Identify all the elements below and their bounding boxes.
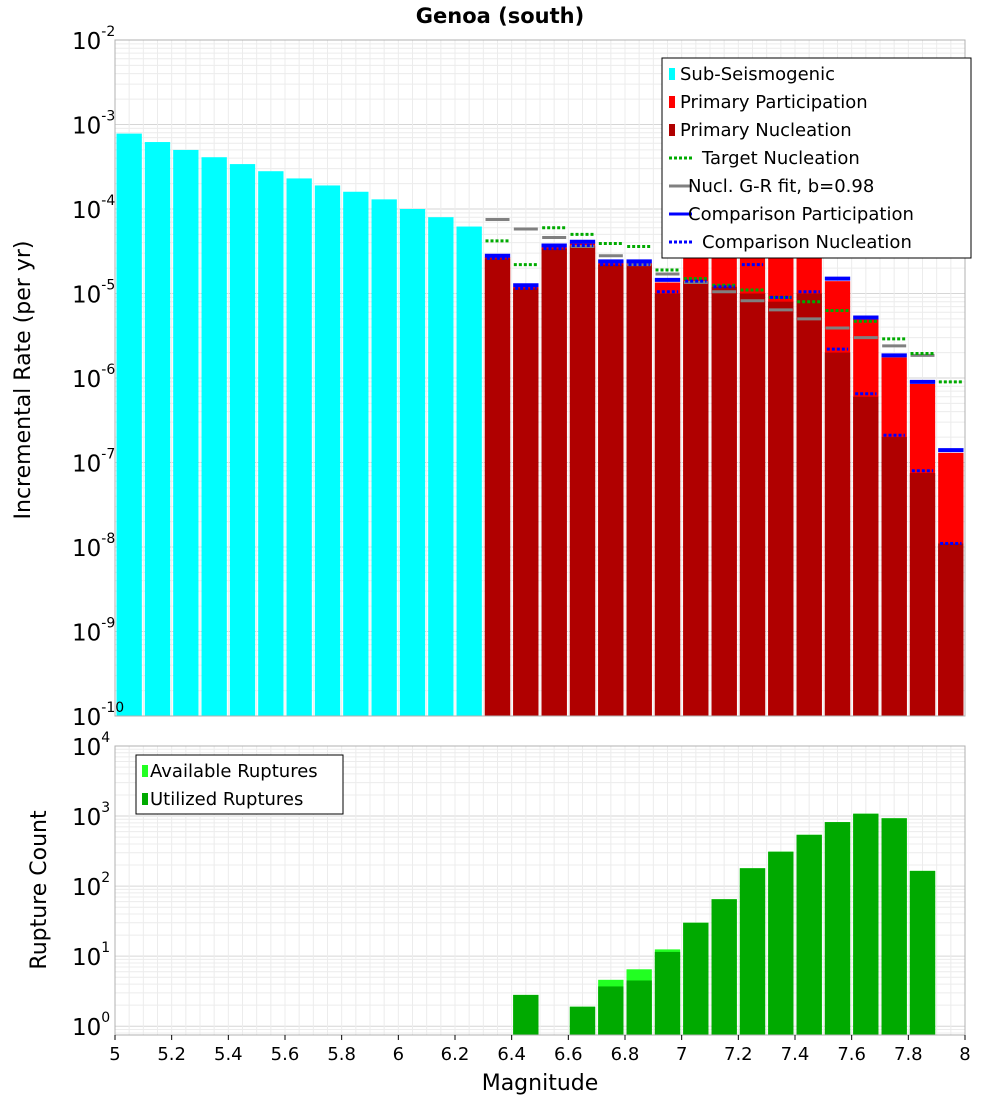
x-tick-label: 5.4	[214, 1044, 243, 1065]
legend-entry-label: Target Nucleation	[701, 148, 860, 169]
count-legend-box	[135, 754, 344, 815]
primary-nucleation-bar	[683, 281, 709, 716]
utilized-ruptures-bar	[881, 818, 907, 1035]
x-tick-label: 7.8	[894, 1044, 923, 1065]
legend-entry-label: Available Ruptures	[150, 761, 318, 782]
sub-seismogenic-bar	[201, 157, 227, 717]
x-axis-label: Magnitude	[482, 1071, 599, 1096]
sub-seismogenic-bar	[343, 191, 369, 717]
rate-y-tick-label: 10-10	[72, 700, 124, 731]
primary-nucleation-bar	[711, 286, 737, 716]
x-tick-label: 6.2	[441, 1044, 470, 1065]
primary-nucleation-bar	[853, 396, 879, 716]
rate-y-tick-label: 10-3	[72, 109, 115, 140]
count-y-tick-label: 101	[72, 940, 110, 971]
count-y-axis-label: Rupture Count	[27, 810, 52, 970]
legend-entry-label: Primary Nucleation	[680, 120, 852, 141]
sub-seismogenic-bar	[371, 199, 397, 717]
legend-swatch	[142, 793, 148, 805]
rate-y-tick-label: 10-8	[72, 531, 115, 562]
primary-nucleation-bar	[909, 473, 936, 716]
x-tick-label: 6.6	[554, 1044, 583, 1065]
count-y-tick-label: 100	[72, 1010, 110, 1041]
rate-y-axis-label: Incremental Rate (per yr)	[11, 241, 36, 520]
primary-nucleation-bar	[654, 293, 681, 716]
utilized-ruptures-bar	[711, 899, 737, 1035]
primary-nucleation-bar	[938, 543, 964, 716]
legend-entry-label: Comparison Nucleation	[702, 232, 912, 253]
x-tick-label: 6	[393, 1044, 404, 1065]
utilized-ruptures-bar	[626, 980, 652, 1035]
x-tick-label: 5.2	[157, 1044, 186, 1065]
utilized-ruptures-bar	[853, 813, 879, 1035]
rate-legend-box	[661, 57, 972, 259]
utilized-ruptures-bar	[909, 870, 936, 1035]
primary-nucleation-bar	[484, 258, 511, 716]
rate-y-tick-label: 10-4	[72, 193, 115, 224]
rate-y-tick-label: 10-6	[72, 362, 115, 393]
x-tick-label: 6.4	[497, 1044, 526, 1065]
sub-seismogenic-bar	[428, 217, 454, 716]
sub-seismogenic-bar	[116, 133, 142, 716]
legend-swatch	[669, 124, 675, 136]
primary-nucleation-bar	[598, 264, 624, 716]
sub-seismogenic-bar	[173, 149, 199, 717]
primary-nucleation-bar	[541, 248, 567, 716]
legend-swatch	[669, 96, 675, 108]
rate-plot-frame	[114, 39, 966, 717]
legend-entry-label: Comparison Participation	[688, 204, 914, 225]
legend-entry-label: Sub-Seismogenic	[680, 64, 835, 85]
legend-entry-label: Primary Participation	[680, 92, 868, 113]
x-tick-label: 7.6	[837, 1044, 866, 1065]
utilized-ruptures-bar	[824, 822, 851, 1035]
rate-y-tick-label: 10-2	[72, 24, 115, 55]
count-y-tick-label: 103	[72, 800, 110, 831]
sub-seismogenic-bar	[286, 178, 312, 717]
sub-seismogenic-bar	[399, 209, 426, 716]
utilized-ruptures-bar	[796, 834, 822, 1035]
utilized-ruptures-bar	[513, 994, 539, 1035]
x-tick-label: 7.4	[781, 1044, 810, 1065]
sub-seismogenic-bar	[258, 171, 284, 716]
primary-nucleation-bar	[626, 264, 652, 716]
sub-seismogenic-bar	[229, 164, 256, 716]
primary-nucleation-bar	[881, 437, 907, 716]
primary-nucleation-bar	[569, 245, 596, 717]
primary-nucleation-bar	[768, 301, 794, 716]
x-tick-label: 5.8	[327, 1044, 356, 1065]
count-plot: 100 101 102 103 104 5 5.2 5.4 5.6 5.8 6 6.2 6.4 6.6 6.…	[72, 730, 971, 1065]
x-tick-label: 6.8	[611, 1044, 640, 1065]
utilized-ruptures-bar	[739, 868, 766, 1035]
utilized-ruptures-bar	[598, 986, 624, 1035]
utilized-ruptures-bar	[654, 951, 681, 1035]
count-plot-frame	[114, 745, 966, 1036]
rate-plot: 10-10 10-9 10-8 10-7 10-6 10-5 10-4 10-3 10-2 Sub…	[72, 24, 972, 731]
primary-nucleation-bar	[513, 288, 539, 716]
sub-seismogenic-bar	[314, 185, 341, 717]
utilized-ruptures-bar	[768, 851, 794, 1035]
primary-nucleation-bar	[824, 352, 851, 716]
chart-title: Genoa (south)	[416, 4, 584, 28]
x-tick-label: 5	[109, 1044, 120, 1065]
rate-y-tick-label: 10-7	[72, 447, 115, 478]
sub-seismogenic-bar	[144, 142, 171, 716]
rate-y-tick-label: 10-5	[72, 278, 115, 309]
rate-y-tick-label: 10-9	[72, 616, 115, 647]
primary-nucleation-bar	[739, 293, 766, 716]
legend-entry-label: Utilized Ruptures	[150, 789, 303, 810]
primary-nucleation-bar	[796, 293, 822, 716]
x-tick-label: 7	[676, 1044, 687, 1065]
x-tick-label: 5.6	[271, 1044, 300, 1065]
count-y-tick-label: 104	[72, 730, 110, 761]
x-tick-label: 7.2	[724, 1044, 753, 1065]
legend-entry-label: Nucl. G-R fit, b=0.98	[688, 176, 874, 197]
count-y-tick-label: 102	[72, 870, 110, 901]
x-tick-label: 8	[959, 1044, 970, 1065]
sub-seismogenic-bar	[456, 226, 482, 716]
legend-swatch	[142, 765, 148, 777]
utilized-ruptures-bar	[683, 922, 709, 1035]
utilized-ruptures-bar	[569, 1006, 596, 1035]
legend-swatch	[669, 68, 675, 80]
